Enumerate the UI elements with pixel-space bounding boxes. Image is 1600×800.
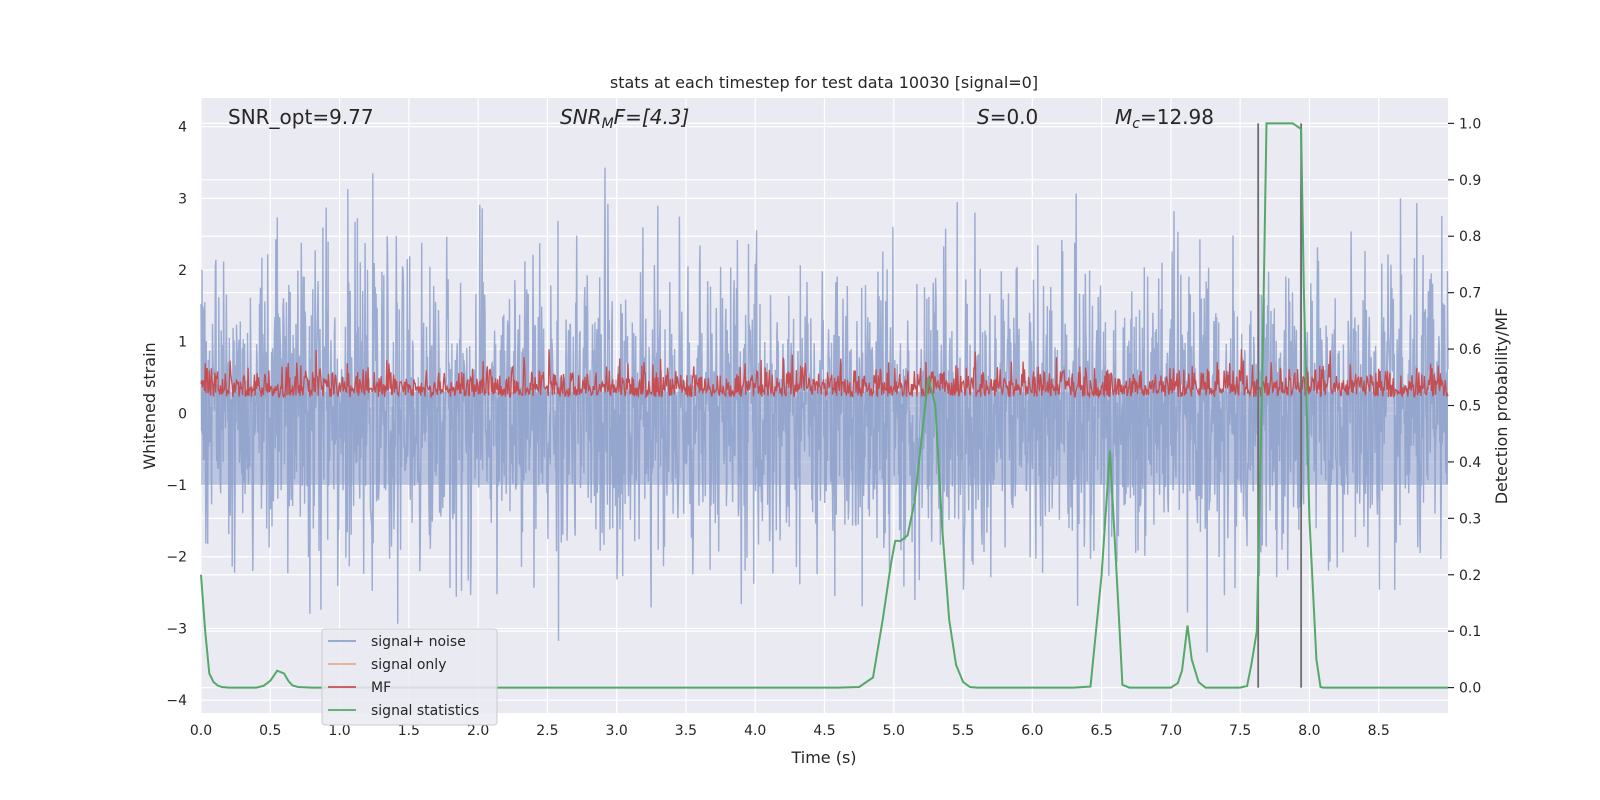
annotation-mc: Mc=12.98 [1115,105,1214,132]
y-right-tick-label-1: 0.9 [1459,173,1481,189]
x-tick-label-13: 6.5 [1090,723,1112,739]
y-left-tick-label-0: 4 [178,120,187,136]
y-left-tick-label-7: −3 [166,621,187,637]
x-tick-label-4: 2.0 [467,723,489,739]
mf-series [200,349,1449,399]
y-left-tick-label-1: 3 [178,191,187,207]
x-tick-label-15: 7.5 [1229,723,1251,739]
x-tick-label-1: 0.5 [259,723,281,739]
y-right-tick-label-6: 0.4 [1459,455,1481,471]
y-left-tick-label-8: −4 [166,693,187,709]
legend-box [321,628,498,726]
annotation-mc-var: M [1115,105,1132,129]
y-left-tick-label-3: 1 [178,335,187,351]
annotation-snr-opt: SNR_opt=9.77 [228,105,374,129]
y-right-tick-label-4: 0.6 [1459,342,1481,358]
x-tick-label-8: 4.0 [744,723,766,739]
y-right-tick-label-5: 0.5 [1459,399,1481,415]
mf-line [200,349,1449,399]
y-right-tick-label-2: 0.8 [1459,229,1481,245]
legend-label-mf: MF [371,680,391,696]
annotation-mc-sub: c [1132,116,1140,132]
x-axis-ticks: 0.0 0.5 1.0 1.5 2.0 2.5 3.0 3.5 4.0 4.5 5.0 5.5 6.0 6… [190,723,1390,739]
x-tick-label-16: 8.0 [1298,723,1320,739]
annotation-s-var: S [977,105,990,129]
annotation-snr-mf-rest: F=[4.3] [614,105,690,129]
x-tick-label-11: 5.5 [952,723,974,739]
chart-title: stats at each timestep for test data 100… [610,73,1038,92]
x-tick-label-0: 0.0 [190,723,212,739]
legend-label-signal-statistics: signal statistics [371,703,479,719]
y-right-tick-label-7: 0.3 [1459,511,1481,527]
y-left-axis-ticks: 4 3 2 1 0 −1 −2 −3 −4 [166,120,187,709]
annotation-snr-mf: SNRMF=[4.3] [560,105,689,132]
legend-label-signal-noise: signal+ noise [371,634,466,650]
legend-label-signal-only: signal only [371,657,446,673]
x-tick-label-9: 4.5 [813,723,835,739]
y-left-tick-label-5: −1 [166,478,187,494]
annotation-mc-rest: =12.98 [1140,105,1214,129]
y-right-axis-label: Detection probability/MF [1492,308,1511,505]
annotation-s: S=0.0 [977,105,1038,129]
x-tick-label-17: 8.5 [1368,723,1390,739]
x-tick-label-10: 5.0 [883,723,905,739]
y-right-tick-label-10: 0.0 [1459,681,1481,697]
y-left-tick-label-2: 2 [178,263,187,279]
annotation-snr-mf-sub: M [602,116,614,132]
signal-noise-series [200,167,1449,653]
signal-statistics-line [200,122,1448,689]
y-left-tick-label-6: −2 [166,550,187,566]
y-right-tick-label-3: 0.7 [1459,286,1481,302]
legend: signal+ noise signal only MF signal stat… [321,628,498,726]
y-right-axis-ticks: 1.0 0.9 0.8 0.7 0.6 0.5 0.4 0.3 0.2 0.1 0.0 [1448,116,1481,697]
y-right-tick-label-8: 0.2 [1459,568,1481,584]
x-tick-label-14: 7.0 [1160,723,1182,739]
y-left-axis-label: Whitened strain [140,342,159,469]
signal-statistics-series [200,122,1448,689]
y-left-tick-label-4: 0 [178,406,187,422]
x-tick-label-12: 6.0 [1021,723,1043,739]
y-right-tick-label-0: 1.0 [1459,116,1481,132]
y-right-tick-label-9: 0.1 [1459,624,1481,640]
x-tick-label-7: 3.5 [675,723,697,739]
annotation-snr-mf-main: SNR [560,105,602,129]
x-tick-label-3: 1.5 [398,723,420,739]
x-tick-label-6: 3.0 [606,723,628,739]
x-axis-label: Time (s) [790,748,856,767]
signal-noise-band [201,391,1448,486]
x-tick-label-2: 1.0 [328,723,350,739]
x-tick-label-5: 2.5 [536,723,558,739]
annotation-s-rest: =0.0 [990,105,1039,129]
